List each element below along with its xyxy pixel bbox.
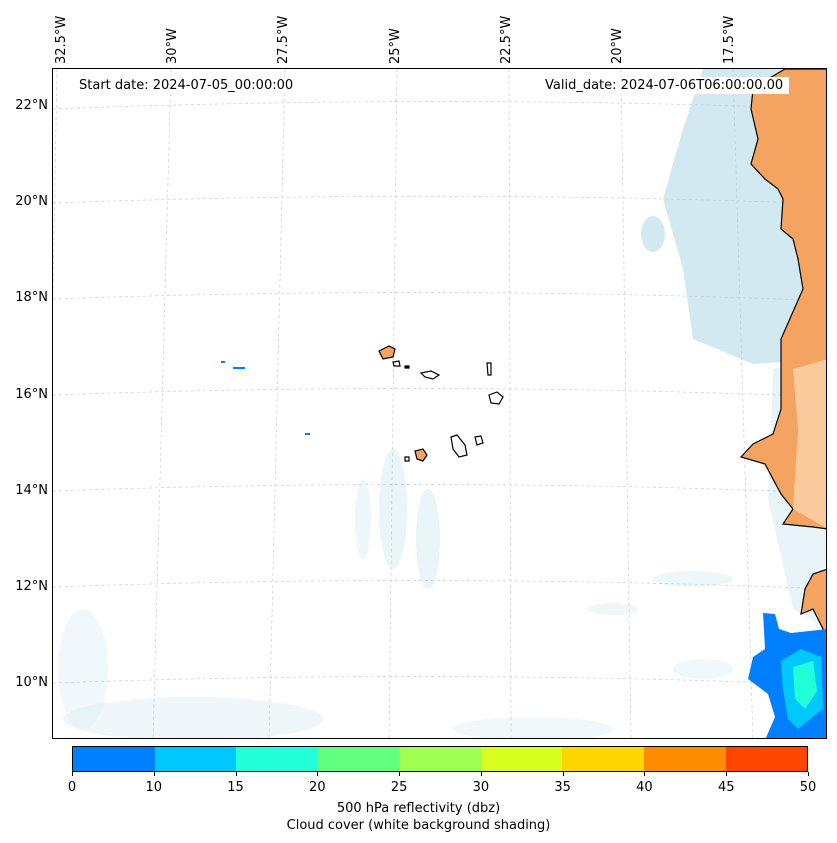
island-santiago xyxy=(450,434,468,458)
cloud-patch-5 xyxy=(653,571,733,587)
meridian-25W xyxy=(388,69,398,738)
colorbar-segment xyxy=(480,747,563,771)
lat-label-12N: 12°N xyxy=(15,579,48,594)
colorbar-segment xyxy=(725,747,808,771)
colorbar-segment xyxy=(643,747,726,771)
colorbar-tick-label: 10 xyxy=(145,780,163,795)
island-maio xyxy=(474,435,484,446)
colorbar-tick-label: 20 xyxy=(309,780,326,795)
island-santa-luzia xyxy=(404,365,410,369)
meridian-22.5W xyxy=(508,69,512,738)
cloud-cover xyxy=(58,69,826,738)
cloud-patch-9 xyxy=(453,717,613,738)
colorbar-segment xyxy=(399,747,481,771)
reflectivity-region-se-high xyxy=(793,661,817,709)
colorbar-tick-mark xyxy=(562,772,564,776)
cloud-patch-7 xyxy=(63,697,323,738)
island-sao-vicente xyxy=(392,360,401,367)
lon-label-32.5W: 32.5°W xyxy=(54,15,69,64)
colorbar-tick-mark xyxy=(153,772,155,776)
colorbar-segment xyxy=(317,747,400,771)
lat-label-16N: 16°N xyxy=(15,387,48,402)
colorbar-tick-mark xyxy=(726,772,728,776)
cloud-patch-2 xyxy=(379,449,407,569)
colorbar-tick-label: 40 xyxy=(636,780,653,795)
colorbar-segment xyxy=(236,747,318,771)
colorbar-tick-label: 0 xyxy=(67,780,77,795)
colorbar-tick-label: 30 xyxy=(472,780,490,795)
island-fogo xyxy=(414,448,428,462)
lon-label-17.5W: 17.5°W xyxy=(722,15,737,64)
africa-coastline xyxy=(739,69,826,738)
cloud-patch-1 xyxy=(641,216,665,252)
valid-date-label: Valid_date: 2024-07-06T06:00:00.00 xyxy=(539,77,790,94)
lon-label-27.5W: 27.5°W xyxy=(276,15,291,64)
lon-label-22.5W: 22.5°W xyxy=(499,15,514,64)
colorbar-tick-mark xyxy=(399,772,401,776)
island-sal xyxy=(486,362,492,376)
reflectivity-cell-2 xyxy=(233,367,245,369)
meridian-20W xyxy=(620,69,632,738)
reflectivity-cell-3 xyxy=(305,433,310,435)
cloud-patch-6 xyxy=(588,603,638,615)
lat-label-18N: 18°N xyxy=(15,290,48,305)
colorbar-tick-label: 35 xyxy=(554,780,571,795)
parallel-14N xyxy=(53,484,826,494)
meridian-27.5W xyxy=(268,69,286,738)
meridian-17.5W xyxy=(732,69,754,738)
island-brava xyxy=(404,456,410,462)
start-date-label: Start date: 2024-07-05_00:00:00 xyxy=(73,77,300,94)
reflectivity-cell-1 xyxy=(221,361,225,363)
colorbar-tick-mark xyxy=(72,772,73,776)
colorbar-tick-mark xyxy=(808,772,809,776)
lon-label-20W: 20°W xyxy=(610,28,625,64)
colorbar-tick-label: 45 xyxy=(717,780,735,795)
colorbar-tick-label: 50 xyxy=(799,780,817,795)
lon-label-30W: 30°W xyxy=(165,28,180,64)
colorbar-tick-label: 25 xyxy=(390,780,408,795)
lat-label-14N: 14°N xyxy=(15,483,48,498)
island-boa-vista xyxy=(488,391,504,405)
cloud-patch-10 xyxy=(673,659,733,679)
colorbar-segment xyxy=(562,747,644,771)
map-svg xyxy=(53,69,826,738)
colorbar-label-reflectivity: 500 hPa reflectivity (dbz) xyxy=(336,801,501,816)
cape-verde-islands xyxy=(378,345,504,462)
lat-label-10N: 10°N xyxy=(15,675,48,690)
lat-label-22N: 22°N xyxy=(15,98,48,113)
lon-label-25W: 25°W xyxy=(388,28,403,64)
meridian-30W xyxy=(152,69,172,738)
parallel-16N xyxy=(53,388,826,398)
africa-inland-highlight xyxy=(793,359,826,528)
colorbar-tick-mark xyxy=(235,772,237,776)
colorbar-segment xyxy=(73,747,155,771)
gridlines xyxy=(53,69,826,738)
island-santo-antao xyxy=(378,345,396,360)
lat-label-20N: 20°N xyxy=(15,194,48,209)
cloud-patch-3 xyxy=(416,489,440,589)
colorbar-tick-mark xyxy=(644,772,646,776)
cloud-patch-4 xyxy=(355,479,371,559)
colorbar-tick-mark xyxy=(317,772,319,776)
colorbar-segment xyxy=(154,747,237,771)
colorbar-tick-label: 15 xyxy=(227,780,244,795)
colorbar xyxy=(72,746,808,772)
island-sao-nicolau xyxy=(419,370,441,380)
map-canvas[interactable]: Start date: 2024-07-05_00:00:00 Valid_da… xyxy=(52,68,827,739)
reflectivity-cells xyxy=(221,361,826,738)
cloud-patch-8 xyxy=(58,609,108,729)
colorbar-tick-mark xyxy=(480,772,482,776)
colorbar-label-cloud: Cloud cover (white background shading) xyxy=(286,818,551,833)
meridian-32.5W xyxy=(53,69,58,313)
colorbar-ticks: 0 10 15 20 25 30 35 40 45 50 xyxy=(0,772,837,802)
